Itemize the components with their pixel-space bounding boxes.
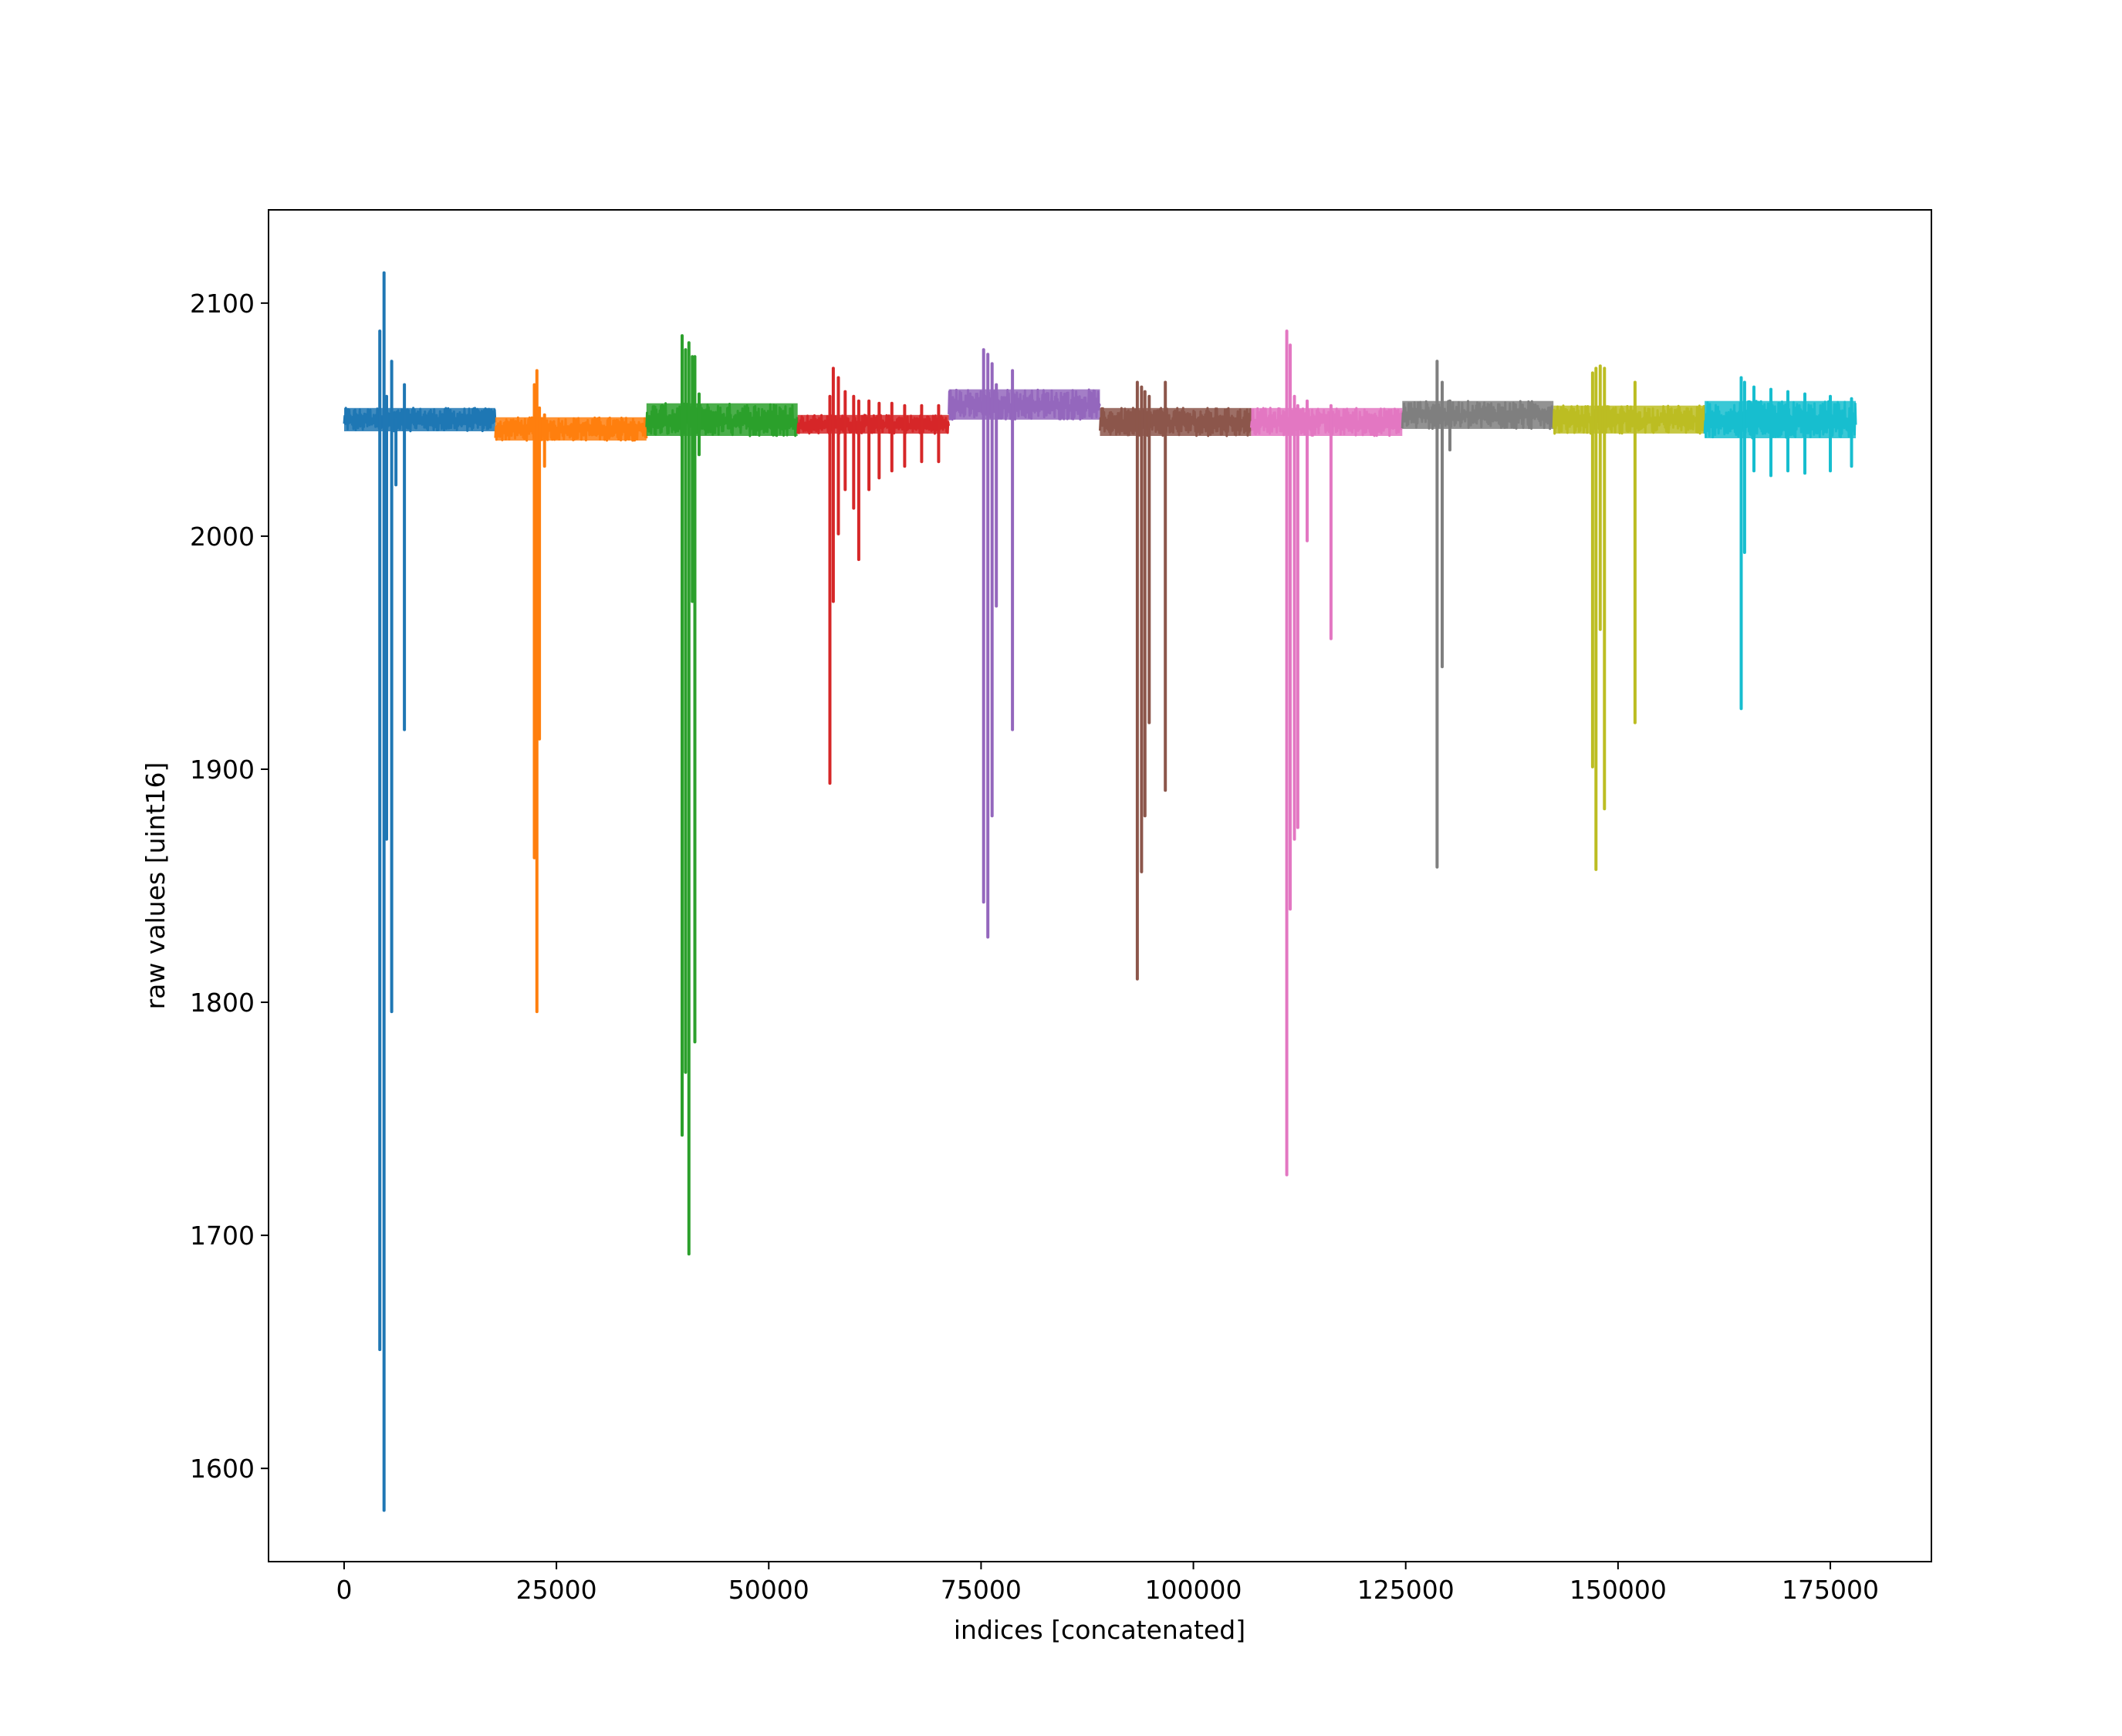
series-2-band-fill bbox=[495, 417, 647, 441]
x-tick-label: 50000 bbox=[728, 1575, 809, 1605]
x-tick-label: 125000 bbox=[1357, 1575, 1455, 1605]
y-tick-label: 1900 bbox=[190, 755, 255, 785]
y-tick-label: 2100 bbox=[190, 289, 255, 319]
x-tick-label: 150000 bbox=[1570, 1575, 1667, 1605]
x-tick-label: 175000 bbox=[1782, 1575, 1879, 1605]
series-7-band-fill bbox=[1251, 408, 1402, 436]
series-5-band-fill bbox=[949, 390, 1100, 420]
series-9-band-fill bbox=[1553, 406, 1705, 434]
series-3-band-fill bbox=[647, 404, 798, 436]
x-tick-label: 75000 bbox=[941, 1575, 1022, 1605]
x-tick-label: 0 bbox=[336, 1575, 352, 1605]
y-axis-label: raw values [uint16] bbox=[140, 762, 171, 1010]
x-tick-label: 100000 bbox=[1145, 1575, 1242, 1605]
series-4-band-fill bbox=[798, 415, 949, 434]
x-axis-label: indices [concatenated] bbox=[954, 1615, 1245, 1645]
series-8-band-fill bbox=[1402, 401, 1553, 429]
series-10-band-fill bbox=[1705, 401, 1856, 438]
x-tick-label: 25000 bbox=[516, 1575, 597, 1605]
y-tick-label: 1700 bbox=[190, 1221, 255, 1251]
y-tick-label: 1600 bbox=[190, 1454, 255, 1484]
series-1-band-fill bbox=[344, 408, 495, 431]
series-6-band-fill bbox=[1100, 408, 1252, 436]
y-tick-label: 1800 bbox=[190, 988, 255, 1018]
y-tick-label: 2000 bbox=[190, 522, 255, 552]
